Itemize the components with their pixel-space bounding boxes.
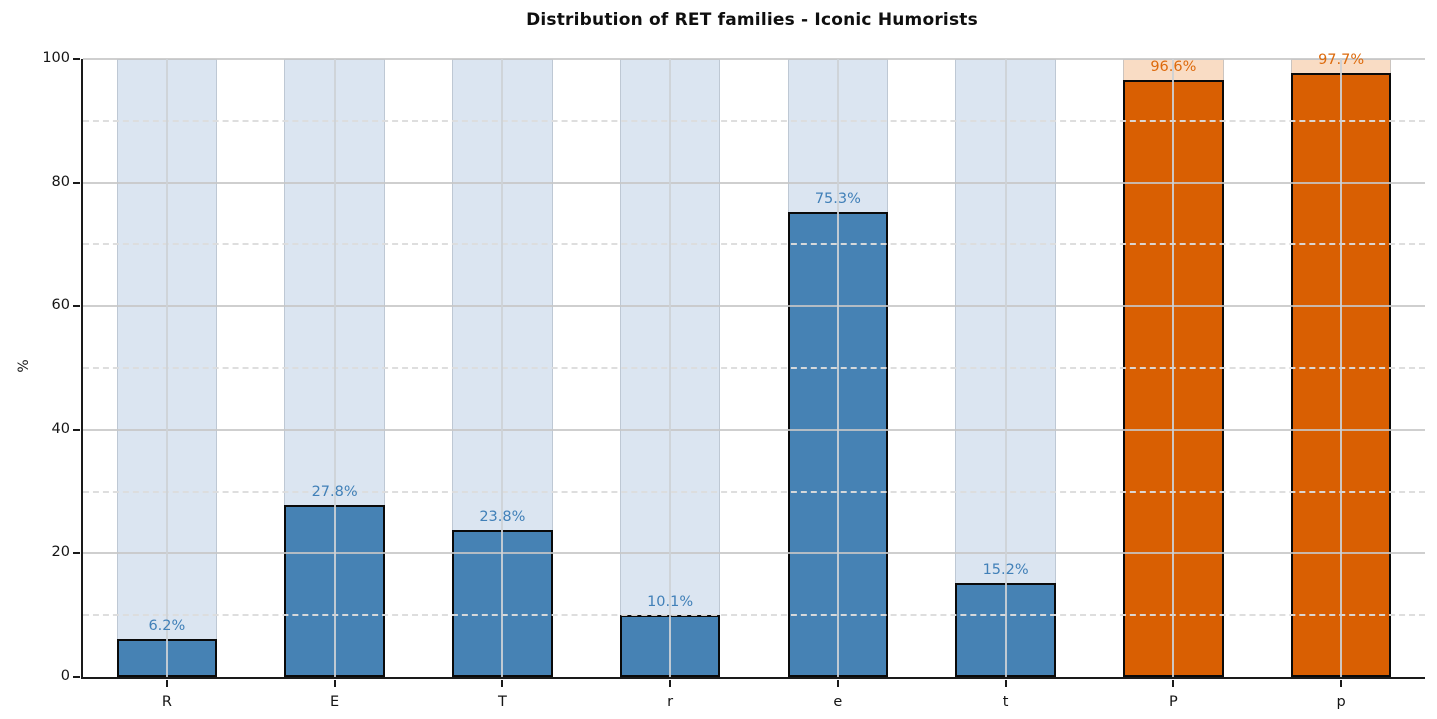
- y-tick-label: 100: [42, 50, 70, 66]
- y-tick-label: 20: [51, 544, 70, 561]
- y-axis-label: %: [16, 359, 32, 373]
- x-tick-label: p: [1336, 694, 1346, 710]
- y-tick-label: 40: [51, 420, 70, 437]
- value-bar: [619, 614, 721, 677]
- x-tick-mark: [836, 680, 839, 687]
- x-tick-label: e: [833, 694, 843, 710]
- bar-column: 96.6% P: [1090, 59, 1258, 710]
- value-bar: [116, 638, 218, 677]
- x-tick-label: P: [1169, 694, 1178, 710]
- bar-column: 23.8% T: [419, 59, 587, 710]
- x-tick-label: E: [330, 694, 340, 710]
- bar-column: 27.8% E: [251, 59, 419, 710]
- x-tick-label: r: [667, 694, 674, 710]
- x-tick-mark: [1340, 680, 1343, 687]
- background-bar: [619, 59, 721, 677]
- y-tick-mark: [73, 181, 80, 184]
- x-tick-mark: [165, 680, 168, 687]
- y-tick-label: 60: [51, 297, 70, 314]
- x-tick-mark: [669, 680, 672, 687]
- chart-title: Distribution of RET families - Iconic Hu…: [526, 10, 978, 30]
- y-tick-mark: [73, 428, 80, 431]
- value-bar: [1123, 80, 1224, 677]
- bar-column: 10.1% r: [586, 59, 754, 710]
- x-tick-label: t: [1002, 694, 1009, 710]
- x-tick-mark: [1172, 680, 1175, 687]
- y-tick-mark: [73, 58, 80, 60]
- y-tick-label: 80: [51, 173, 70, 190]
- y-tick-mark: [73, 305, 80, 308]
- value-bar: [1290, 73, 1392, 677]
- x-tick-mark: [1004, 680, 1007, 687]
- bar-column: 97.7% p: [1257, 52, 1425, 710]
- value-bar: [955, 583, 1056, 677]
- x-tick-mark: [333, 680, 336, 687]
- value-bar: [787, 211, 889, 677]
- bar-column: 6.2% R: [83, 59, 251, 710]
- bar-column: 15.2% t: [922, 59, 1090, 710]
- y-tick-label: 0: [60, 668, 70, 684]
- value-bar: [452, 529, 553, 677]
- background-bar: [116, 59, 218, 677]
- bar-column: 75.3% e: [754, 59, 922, 710]
- x-tick-mark: [501, 680, 504, 687]
- y-tick-mark: [73, 552, 80, 555]
- y-tick-mark: [73, 676, 80, 678]
- x-tick-label: R: [161, 694, 172, 710]
- x-tick-label: T: [497, 694, 507, 710]
- plot-area: 6.2% R 27.8% E 23.8% T 10.1% r 75.3% e 1…: [81, 52, 1425, 710]
- value-bar: [284, 505, 385, 677]
